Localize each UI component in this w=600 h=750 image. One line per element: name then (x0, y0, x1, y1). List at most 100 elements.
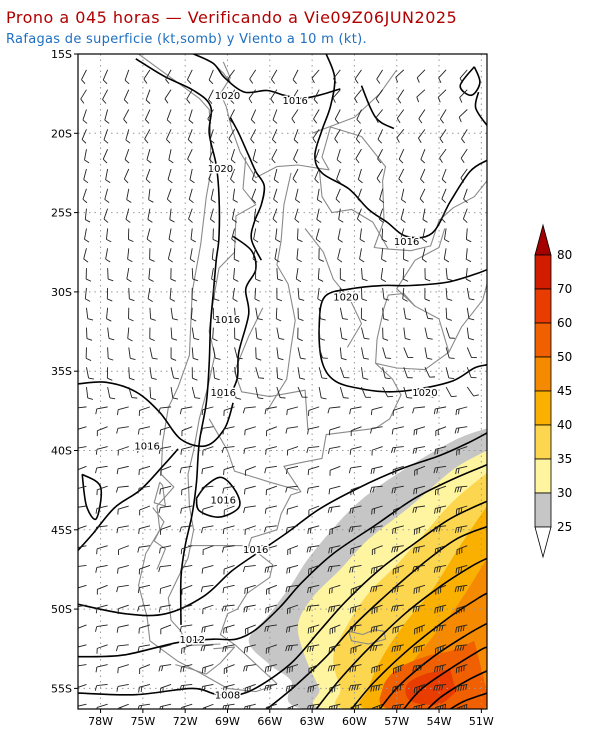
wind-barb (181, 584, 193, 595)
wind-barb (307, 584, 320, 594)
wind-barb (441, 168, 447, 184)
wind-barb (166, 188, 172, 204)
wind-barb (334, 129, 341, 144)
wind-barb (128, 347, 136, 361)
wind-barb (445, 347, 455, 359)
wind-barb (382, 367, 391, 380)
isobar-label: 1016 (134, 442, 159, 453)
wind-barb (264, 525, 277, 533)
wind-barb (273, 188, 279, 204)
wind-barb (369, 485, 383, 493)
wind-barb (434, 545, 447, 555)
wind-barb (435, 584, 447, 595)
wind-barb (95, 565, 108, 573)
wind-barb (264, 664, 277, 673)
wind-barb (371, 545, 383, 556)
wind-barb (455, 505, 468, 515)
wind-barb (78, 465, 87, 471)
wind-barb (349, 604, 362, 614)
wind-barb (339, 307, 348, 320)
isobar-line (360, 85, 395, 130)
wind-barb (441, 208, 447, 223)
wind-barb (227, 69, 235, 84)
wind-barb (307, 624, 320, 634)
coastline-segment (167, 157, 257, 647)
wind-barb (287, 545, 299, 556)
wind-barb (455, 664, 468, 674)
wind-barb (314, 148, 320, 164)
isobar-line (78, 464, 487, 658)
wind-barb (433, 465, 447, 474)
wind-barb (242, 406, 256, 414)
wind-barb (148, 188, 154, 203)
wind-barb (316, 208, 322, 223)
wind-barb (266, 584, 278, 595)
wind-barb (243, 485, 256, 495)
wind-barb (466, 367, 477, 379)
wind-barb (445, 367, 455, 380)
wind-barb (355, 129, 362, 144)
coastline-segment (152, 507, 166, 570)
wind-barb (413, 703, 426, 709)
isobar-label: 1020 (333, 293, 358, 304)
wind-barb (318, 347, 328, 359)
wind-barb (308, 565, 320, 575)
wind-barb (105, 248, 111, 263)
wind-barb (147, 287, 153, 302)
wind-barb (455, 565, 468, 574)
wind-barb (232, 188, 238, 203)
wind-barb (424, 327, 433, 340)
wind-barb (223, 505, 235, 516)
wind-barb (392, 465, 404, 475)
wind-barb (106, 287, 113, 302)
wind-barb (361, 287, 368, 302)
lon-tick-label: 69W (215, 715, 240, 728)
wind-barb (251, 188, 257, 204)
wind-barb (84, 149, 90, 164)
coastline-segment (311, 69, 398, 134)
wind-barb (86, 367, 94, 380)
wind-barb (138, 683, 151, 693)
wind-barb (348, 624, 362, 632)
wind-barb (244, 683, 256, 694)
wind-barb (356, 208, 362, 223)
wind-barb (276, 287, 283, 302)
wind-barb (361, 367, 369, 380)
wind-barb (125, 129, 131, 144)
wind-barb (377, 129, 384, 144)
wind-barb (201, 465, 214, 475)
coastline-segment (208, 418, 299, 491)
wind-barb (181, 426, 193, 437)
wind-barb (116, 683, 129, 692)
wind-barb (318, 327, 326, 341)
wind-barb (306, 485, 320, 494)
wind-barb (422, 208, 428, 223)
wind-barb (318, 248, 325, 262)
isobar-line (315, 557, 487, 709)
wind-barb (414, 624, 426, 635)
wind-barb (456, 446, 468, 456)
wind-barb (412, 664, 426, 672)
coastline-segment (375, 292, 450, 364)
wind-barb (370, 465, 383, 475)
wind-barb (94, 525, 108, 533)
wind-barb (390, 604, 404, 612)
wind-barb (82, 109, 88, 124)
isobar-label: 1012 (180, 635, 205, 646)
wind-barb (255, 367, 265, 379)
wind-barb (143, 69, 151, 84)
wind-barb (454, 683, 468, 692)
wind-barb (339, 347, 347, 361)
wind-barb (359, 248, 365, 263)
wind-barb (275, 228, 281, 243)
wind-barb (181, 644, 193, 654)
wind-barb (117, 604, 129, 615)
wind-barb (276, 347, 284, 361)
wind-barb (403, 248, 409, 262)
wind-barb (392, 565, 404, 575)
wind-barb (209, 208, 215, 223)
wind-barb (170, 307, 178, 321)
wind-barb (393, 664, 404, 674)
wind-barb (106, 228, 112, 243)
